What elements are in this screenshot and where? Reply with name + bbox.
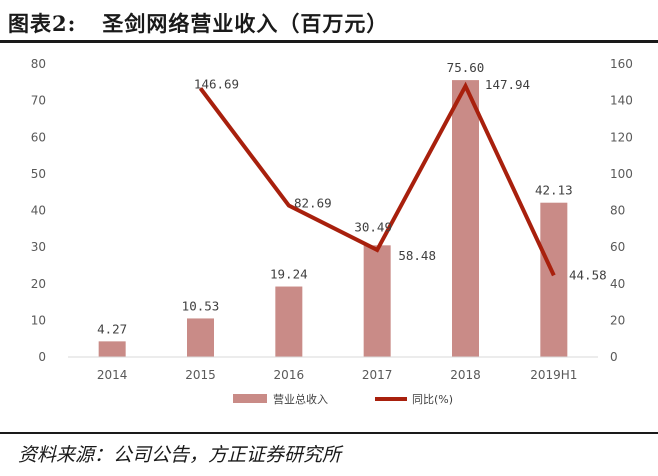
bar-data-label: 75.60 — [447, 60, 485, 75]
y-right-tick-label: 120 — [610, 130, 633, 144]
x-tick-label: 2017 — [362, 368, 393, 382]
line-data-label: 82.69 — [294, 196, 332, 211]
y-left-tick-label: 50 — [31, 167, 46, 181]
line-series-path — [198, 81, 556, 277]
y-left-tick-label: 60 — [31, 130, 46, 144]
y-left-tick-label: 70 — [31, 94, 46, 108]
y-left-tick-label: 80 — [31, 57, 46, 71]
y-left-tick-label: 0 — [38, 350, 46, 364]
chart-title: 圣剑网络营业收入（百万元） — [102, 11, 389, 36]
bar-data-label: 4.27 — [97, 321, 127, 336]
x-tick-label: 2019H1 — [530, 368, 577, 382]
x-tick-label: 2014 — [97, 368, 128, 382]
y-right-tick-label: 160 — [610, 57, 633, 71]
x-tick-label: 2018 — [450, 368, 481, 382]
bar — [98, 341, 126, 357]
x-tick-label: 2015 — [185, 368, 216, 382]
bar — [540, 202, 568, 357]
figure-label: 图表2: — [8, 11, 77, 36]
y-right-tick-label: 100 — [610, 167, 633, 181]
y-right-tick-label: 40 — [610, 277, 625, 291]
bar — [187, 318, 214, 357]
y-right-tick-label: 20 — [610, 313, 625, 327]
legend-label-line: 同比(%) — [412, 393, 453, 406]
bar-series — [98, 80, 568, 358]
source-note: 资料来源：公司公告，方正证券研究所 — [18, 444, 342, 466]
bar-data-label: 19.24 — [270, 267, 308, 282]
y-right-tick-label: 80 — [610, 204, 625, 218]
y-left-tick-label: 20 — [31, 277, 46, 291]
bar — [452, 80, 479, 358]
legend-label-bar: 营业总收入 — [273, 392, 328, 406]
y-right-tick-label: 60 — [610, 240, 625, 254]
left-axis: 0 10 20 30 40 50 60 70 80 — [31, 57, 46, 364]
x-tick-label: 2016 — [274, 368, 305, 382]
line-data-label: 146.69 — [194, 76, 239, 91]
line-series — [198, 81, 556, 277]
y-right-tick-label: 140 — [610, 94, 633, 108]
x-axis: 2014 2015 2016 2017 2018 2019H1 — [97, 368, 578, 382]
legend-swatch-bar — [233, 394, 267, 403]
y-left-tick-label: 30 — [31, 240, 46, 254]
bar — [275, 286, 303, 357]
line-data-label: 147.94 — [485, 77, 530, 92]
bar — [363, 245, 391, 357]
y-right-tick-label: 0 — [610, 350, 618, 364]
data-labels: 4.27 10.53 19.24 30.49 75.60 42.13 146.69 82.69… — [97, 60, 607, 336]
bar-data-label: 30.49 — [354, 219, 392, 234]
bar-data-label: 10.53 — [182, 298, 220, 313]
title-rule — [0, 40, 658, 43]
bar-data-label: 42.13 — [535, 183, 573, 198]
footer-rule — [0, 432, 658, 434]
legend: 营业总收入 同比(%) — [233, 392, 453, 406]
y-left-tick-label: 40 — [31, 204, 46, 218]
y-left-tick-label: 10 — [31, 313, 46, 327]
right-axis: 0 20 40 60 80 100 120 140 160 — [610, 57, 633, 364]
line-data-label: 58.48 — [398, 248, 436, 263]
line-data-label: 44.58 — [569, 267, 607, 282]
figure-title: 图表2: 圣剑网络营业收入（百万元） — [8, 8, 388, 38]
